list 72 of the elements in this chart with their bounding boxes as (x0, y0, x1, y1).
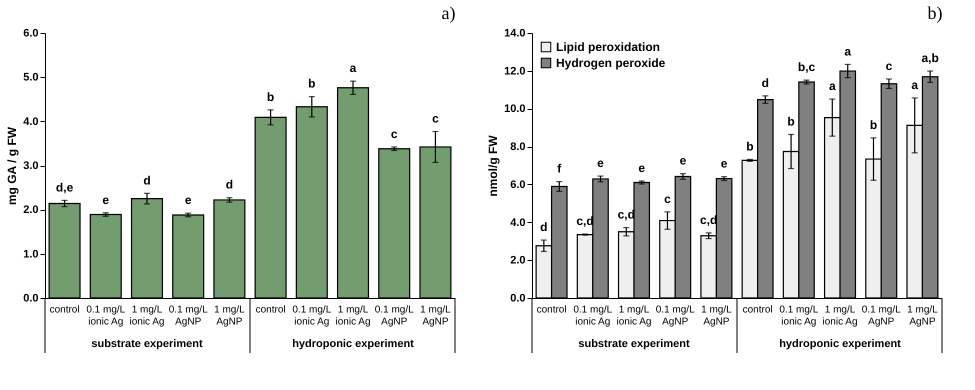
x-tick-label: control (50, 304, 80, 316)
y-tick-label: 12.0 (504, 65, 526, 78)
x-tick-label: 0.1 mg/L AgNP (374, 304, 414, 328)
y-tick-label: 8.0 (510, 141, 526, 154)
y-tick-label: 0.0 (510, 292, 526, 304)
data-label: a,b (921, 51, 939, 66)
y-tick-label: 4.0 (510, 216, 526, 229)
x-tick-label: 0.1 mg/L ionic Ag (292, 304, 332, 328)
x-tick-label: control (256, 304, 286, 316)
text: substrate experiment (578, 338, 690, 350)
data-label: b,c (798, 60, 816, 74)
text: hydroponic experiment (779, 338, 902, 350)
x-tick-label: 0.1 mg/L ionic Ag (779, 304, 819, 328)
data-label: e (720, 156, 728, 171)
y-tick-label: 1.0 (23, 248, 38, 260)
y-tick-label: 4.0 (23, 116, 38, 128)
x-tick-label: 1 mg/L ionic Ag (129, 304, 164, 328)
data-label: d (540, 220, 548, 234)
data-label: d (762, 76, 769, 90)
data-label: b (746, 139, 754, 154)
data-label: d (143, 173, 151, 188)
text: hydroponic experiment (292, 338, 414, 350)
x-tick-label: 1 mg/L AgNP (701, 304, 732, 328)
data-label: e (638, 161, 646, 176)
x-tick-label: 0.1 mg/L AgNP (862, 304, 902, 328)
y-tick-label: 14.0 (504, 28, 526, 40)
x-tick-label: 1 mg/L AgNP (420, 304, 452, 328)
y-tick-label: 3.0 (23, 160, 38, 172)
data-label: b (308, 76, 316, 91)
data-label: a (350, 61, 357, 76)
data-label: c (432, 111, 440, 126)
x-tick-label: 0.1 mg/L ionic Ag (86, 304, 126, 328)
y-tick-label: 6.0 (510, 178, 526, 191)
x-tick-label: 0.1 mg/L AgNP (168, 304, 208, 328)
data-label: f (557, 162, 562, 176)
legend-label: Hydrogen peroxide (556, 56, 666, 70)
x-tick-label: 1 mg/L ionic Ag (616, 304, 652, 328)
data-label: e (102, 192, 110, 207)
data-label: e (597, 156, 604, 170)
data-label: c (664, 192, 672, 206)
data-label: c (390, 126, 398, 141)
y-tick-label: 0.0 (23, 292, 38, 304)
x-tick-label: 0.1 mg/L AgNP (656, 304, 696, 328)
data-label: e (184, 193, 192, 208)
y-tick-label: 10.0 (504, 103, 526, 116)
y-tick-label: 2.0 (510, 254, 526, 267)
x-tick-label: 0.1 mg/L ionic Ag (573, 304, 613, 328)
y-axis-title: mg GA / g FW (5, 126, 20, 206)
data-label: a (844, 44, 852, 58)
data-label: b (266, 90, 274, 104)
data-label: c (886, 58, 893, 73)
y-tick-label: 6.0 (23, 28, 38, 40)
x-tick-label: 1 mg/L ionic Ag (822, 304, 858, 328)
chart-title: b) (928, 3, 942, 23)
x-tick-label: 1 mg/L AgNP (907, 304, 938, 328)
data-label: e (680, 154, 687, 168)
text: substrate experiment (91, 338, 203, 350)
x-tick-label: 1 mg/L ionic Ag (336, 304, 371, 328)
data-label: d (226, 178, 234, 192)
chart-title: a) (442, 3, 456, 23)
data-label: a (828, 79, 836, 94)
y-tick-label: 5.0 (23, 72, 38, 84)
data-label: b (787, 114, 795, 128)
data-label: a (911, 78, 918, 92)
data-label: b (870, 118, 878, 132)
y-axis-title: nmol/g FW (486, 134, 500, 197)
x-tick-label: 1 mg/L AgNP (214, 304, 246, 328)
x-tick-label: control (742, 304, 773, 316)
x-tick-label: control (536, 304, 567, 316)
data-label: d,e (56, 180, 74, 194)
legend-label: Lipid peroxidation (556, 40, 660, 54)
y-tick-label: 2.0 (23, 204, 38, 216)
